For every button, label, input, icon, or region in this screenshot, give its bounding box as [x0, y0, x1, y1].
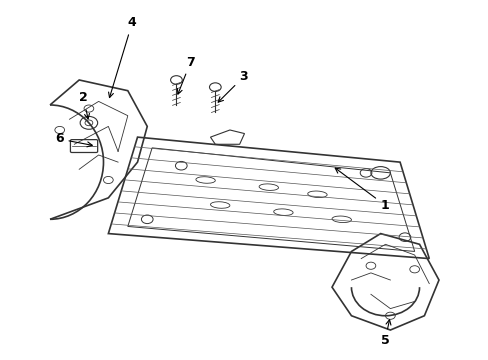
Text: 4: 4	[108, 17, 136, 98]
Text: 1: 1	[335, 168, 388, 212]
Text: 2: 2	[79, 91, 89, 119]
Text: 5: 5	[380, 320, 390, 347]
Text: 3: 3	[218, 70, 248, 102]
Text: 7: 7	[177, 56, 195, 94]
Text: 6: 6	[55, 132, 92, 147]
